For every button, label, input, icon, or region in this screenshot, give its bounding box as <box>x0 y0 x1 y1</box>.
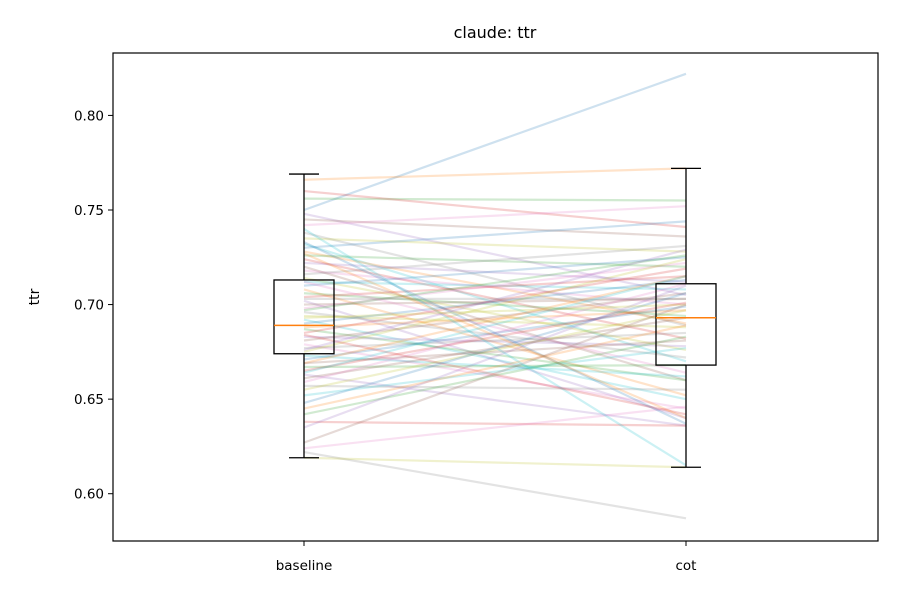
pair-line <box>303 343 687 410</box>
pair-line <box>303 277 687 352</box>
pair-line <box>303 248 687 352</box>
pair-line <box>303 339 687 365</box>
pair-line <box>303 254 687 268</box>
pair-line <box>303 267 687 335</box>
y-tick-label: 0.75 <box>74 203 104 219</box>
pair-line <box>303 314 687 329</box>
pair-line <box>303 275 687 374</box>
pair-line <box>303 328 687 382</box>
x-tick-label: cot <box>676 558 697 574</box>
pair-line <box>303 244 687 276</box>
pair-line <box>303 258 687 340</box>
pair-line <box>303 284 687 429</box>
pair-line <box>303 212 687 297</box>
pair-line <box>303 72 687 212</box>
pair-line <box>303 269 687 306</box>
boxes <box>273 167 717 468</box>
pair-line <box>303 265 687 382</box>
pair-line <box>303 252 687 420</box>
pair-line <box>303 227 687 467</box>
pair-line <box>303 218 687 238</box>
pair-line <box>303 254 687 312</box>
pair-line <box>303 261 687 310</box>
pair-line <box>303 241 687 425</box>
pair-line <box>303 373 687 427</box>
pair-line <box>303 297 687 306</box>
pair-line <box>303 231 687 327</box>
pair-line <box>303 311 687 359</box>
pair-line <box>303 280 687 374</box>
pair-line <box>303 189 687 229</box>
pair-line <box>303 309 687 391</box>
pair-line <box>303 331 687 350</box>
pair-lines <box>303 72 687 520</box>
pair-line <box>303 282 687 384</box>
y-axis: 0.60 0.65 0.70 0.75 0.80 <box>74 108 113 503</box>
pair-line <box>303 346 687 397</box>
pair-line <box>303 363 687 369</box>
box-baseline <box>273 279 335 355</box>
pair-line <box>303 456 687 469</box>
pair-line <box>303 305 687 361</box>
pair-line <box>303 275 687 365</box>
pair-line <box>303 258 687 353</box>
y-tick-label: 0.80 <box>74 108 104 124</box>
y-tick-label: 0.65 <box>74 392 104 408</box>
pair-line <box>303 167 687 181</box>
pair-line <box>303 292 687 318</box>
y-tick-label: 0.60 <box>74 487 104 503</box>
pair-line <box>303 292 687 342</box>
pair-line <box>303 256 687 287</box>
pair-line <box>303 299 687 420</box>
pair-line <box>303 405 687 450</box>
pair-line <box>303 303 687 444</box>
y-axis-label: ttr <box>27 288 43 305</box>
pair-line <box>303 288 687 397</box>
pair-line <box>303 324 687 410</box>
pair-line <box>303 242 687 363</box>
pair-line <box>303 303 687 319</box>
pair-line <box>303 292 687 404</box>
pair-line <box>303 250 687 325</box>
pair-line <box>303 316 687 380</box>
pair-line <box>303 420 687 427</box>
pair-line <box>303 354 687 378</box>
pair-line <box>303 220 687 249</box>
pair-line <box>303 451 687 520</box>
pair-line <box>303 384 687 391</box>
chart-title: claude: ttr <box>454 23 537 42</box>
box-cot <box>655 283 717 366</box>
pair-line <box>303 309 687 329</box>
pair-line <box>303 261 687 283</box>
pair-line <box>303 237 687 253</box>
pair-line <box>303 205 687 227</box>
pair-line <box>303 197 687 202</box>
pair-line <box>303 318 687 401</box>
pair-line <box>303 275 687 299</box>
pair-line <box>303 278 687 325</box>
pair-line <box>303 280 687 291</box>
pair-line <box>303 335 687 348</box>
x-tick-label: baseline <box>276 558 333 574</box>
pair-line <box>303 335 687 416</box>
y-tick-label: 0.70 <box>74 298 104 314</box>
pair-line <box>303 301 687 372</box>
x-axis: baseline cot <box>276 541 697 574</box>
pair-line <box>303 333 687 416</box>
plot-frame <box>112 52 879 542</box>
